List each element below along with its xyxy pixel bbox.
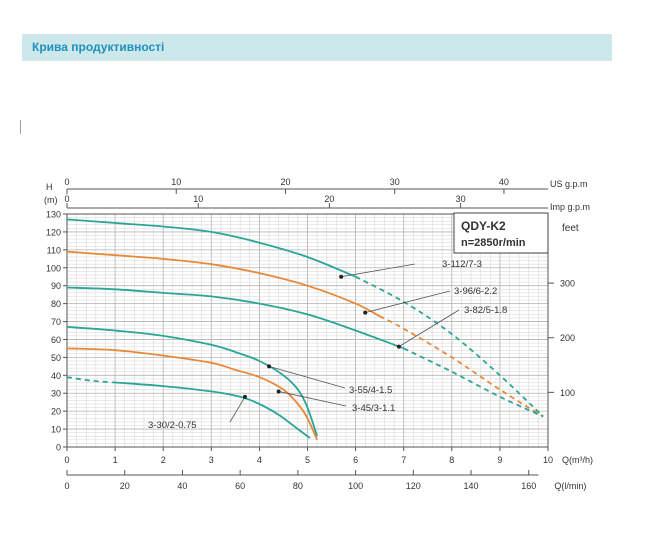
curve-3-45/3-1.1 [66,347,318,441]
imp-gpm-tick-label: 0 [64,194,69,204]
series-label: 3-82/5-1.8 [464,305,507,316]
curve-3-55/4-1.5 [66,326,318,437]
x-tick-label: 6 [353,455,358,465]
x-tick-label: 3 [209,455,214,465]
leader-line [398,309,460,347]
y-tick-label: 80 [51,299,61,309]
imp-gpm-tick-label: 30 [456,194,466,204]
y-tick-label: 0 [56,443,61,453]
series-label: 3-45/3-1.1 [352,403,395,414]
lmin-tick-label: 160 [521,481,536,491]
leader-dot [276,389,281,394]
x-tick-label: 10 [543,455,553,465]
x-tick-label: 1 [113,455,118,465]
curve-3-96/6-2.2 [66,250,381,317]
y-tick-label: 60 [51,335,61,345]
y-tick-label: 50 [51,353,61,363]
curve-3-30/2-0.75 [115,381,311,439]
leader-line [365,290,451,313]
chart-grid [66,213,549,448]
curve-3-82/5-1.8 [66,286,405,350]
imp-gpm-tick-label: 20 [324,194,334,204]
series-label: 3-55/4-1.5 [349,385,392,396]
curve-3-112/7-3 [66,218,356,278]
lmin-tick-label: 120 [406,481,421,491]
x-tick-label: 9 [497,455,502,465]
y-tick-label: 100 [46,263,61,273]
y-tick-label: 110 [47,245,61,255]
series-label: 3-112/7-3 [442,259,482,270]
us-gpm-tick-label: 0 [64,177,69,187]
y-tick-label: 40 [51,371,61,381]
curve-dashed-3-96/6-2.2 [379,315,544,418]
series-label: 3-96/6-2.2 [454,286,497,297]
chart-title-box: QDY-K2 n=2850r/min [453,212,549,254]
us-gpm-tick-label: 10 [171,177,181,187]
x-tick-label: 0 [64,455,69,465]
feet-axis-label: feet [562,223,579,234]
y-axis-label: H [46,182,53,192]
series-label: 3-30/2-0.75 [148,420,197,431]
y-tick-label: 130 [46,210,61,220]
leader-line [278,391,347,407]
y-tick-label: 10 [51,425,61,435]
lmin-tick-label: 40 [177,481,187,491]
feet-tick-label: 100 [560,388,575,398]
chart-labels: 3-112/7-3 3-96/6-2.2 3-82/5-1.8 3-55/4-1.5 3… [148,259,507,431]
header-bar: Крива продуктивності [22,34,612,61]
x-tick-label: 8 [449,455,454,465]
y-tick-label: 120 [46,227,61,237]
leader-dot [363,310,368,315]
title-box-frame [453,212,549,254]
x-axis-label: Q(m³/h) [562,455,593,465]
chart-title: QDY-K2 [461,219,506,233]
curve-dashed-3-30/2-0.75 [66,376,116,384]
x-tick-label: 7 [401,455,406,465]
side-marker [20,120,21,134]
leader-dot [267,364,272,369]
leader-line [341,263,416,278]
us-gpm-tick-label: 40 [499,177,509,187]
lmin-tick-label: 60 [235,481,245,491]
x-tick-label: 5 [305,455,310,465]
chart-subtitle: n=2850r/min [461,237,526,249]
chart-axes: 0102030405060708090100110120130H(m)10020… [44,177,593,491]
lmin-tick-label: 80 [293,481,303,491]
imp-gpm-axis-label: Imp g.p.m [550,202,590,212]
leader-dot [339,274,344,279]
leader-dot [396,344,401,349]
lmin-tick-label: 100 [348,481,363,491]
chart-series [66,218,544,441]
leader-line [268,365,346,389]
leader-dot [242,394,247,399]
lmin-axis-label: Q(l/min) [554,481,586,491]
lmin-tick-label: 20 [120,481,130,491]
x-tick-label: 2 [161,455,166,465]
lmin-tick-label: 0 [64,481,69,491]
x-tick-label: 4 [257,455,262,465]
imp-gpm-tick-label: 10 [193,194,203,204]
feet-tick-label: 200 [560,333,575,343]
feet-tick-label: 300 [560,279,575,289]
lmin-tick-label: 140 [464,481,479,491]
curve-dashed-3-112/7-3 [355,275,544,418]
leader-line [229,396,246,423]
y-tick-label: 20 [51,407,61,417]
y-axis-unit: (m) [44,195,58,205]
us-gpm-tick-label: 20 [280,177,290,187]
us-gpm-axis-label: US g.p.m [550,179,588,189]
y-tick-label: 70 [51,317,61,327]
y-tick-label: 90 [51,281,61,291]
us-gpm-tick-label: 30 [390,177,400,187]
y-tick-label: 30 [51,389,61,399]
page-title: Крива продуктивності [32,40,165,54]
